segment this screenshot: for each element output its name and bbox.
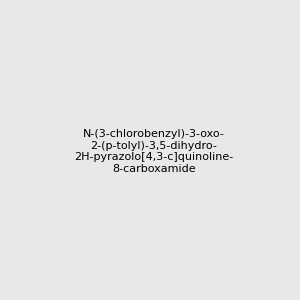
Text: N-(3-chlorobenzyl)-3-oxo-
2-(p-tolyl)-3,5-dihydro-
2H-pyrazolo[4,3-c]quinoline-
: N-(3-chlorobenzyl)-3-oxo- 2-(p-tolyl)-3,…: [74, 129, 233, 174]
